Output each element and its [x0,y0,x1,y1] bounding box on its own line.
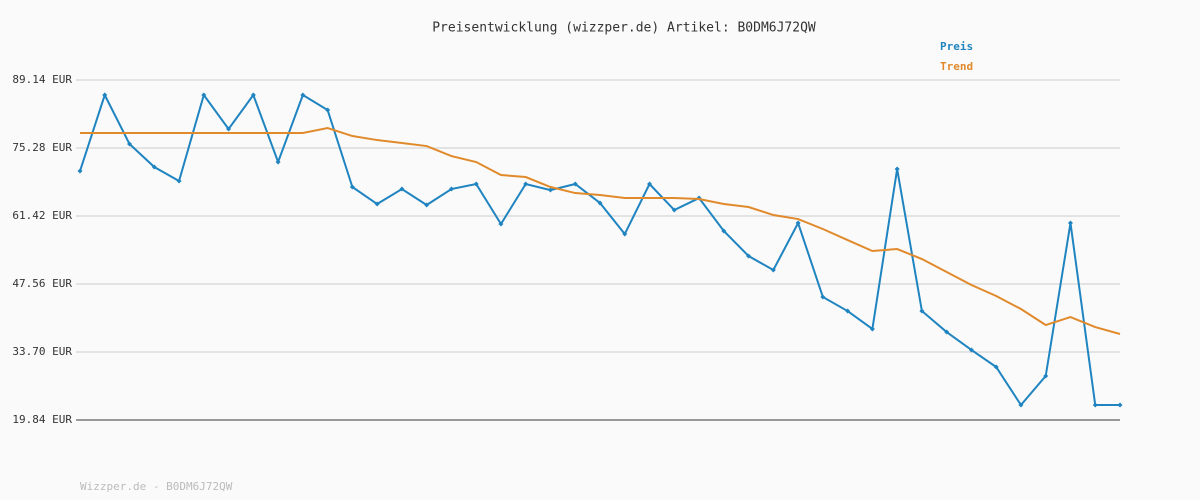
point-marker [968,347,974,353]
point-marker [622,231,628,237]
point-marker [1117,402,1123,408]
point-marker [325,107,331,113]
point-marker [424,202,430,208]
point-marker [1092,402,1098,408]
point-marker [572,181,578,187]
point-marker [770,267,776,273]
point-marker [201,92,207,98]
point-marker [746,253,752,259]
point-marker [77,168,83,174]
point-marker [250,92,256,98]
point-marker [919,308,925,314]
footer: Wizzper.de - B0DM6J72QW [80,480,233,493]
point-marker [1018,402,1024,408]
point-marker [300,92,306,98]
point-marker [944,329,950,335]
point-marker [275,159,281,165]
point-marker [498,221,504,227]
y-tick-label: 33.70 EUR [12,345,72,358]
point-marker [374,201,380,207]
point-marker [523,181,529,187]
point-marker [473,181,479,187]
point-marker [721,228,727,234]
chart-title: Preisentwicklung (wizzper.de) Artikel: B… [432,21,816,36]
point-marker [547,187,553,193]
point-marker [1067,220,1073,226]
point-marker [349,184,355,190]
point-marker [226,126,232,132]
y-tick-label: 89.14 EUR [12,73,72,86]
y-tick-label: 47.56 EUR [12,277,72,290]
point-marker [845,308,851,314]
point-marker [820,294,826,300]
point-marker [151,164,157,170]
point-marker [671,207,677,213]
point-marker [647,181,653,187]
point-marker [102,92,108,98]
y-tick-label: 75.28 EUR [12,141,72,154]
point-marker [894,166,900,172]
point-marker [399,186,405,192]
point-marker [1043,373,1049,379]
y-tick-label: 61.42 EUR [12,209,72,222]
point-marker [869,326,875,332]
y-tick-label: 19.84 EUR [12,413,72,426]
series-line [80,126,1121,335]
point-marker [597,200,603,206]
legend-label: Preis [940,40,973,53]
point-marker [448,186,454,192]
point-marker [993,364,999,370]
point-marker [127,141,133,147]
legend-label: Trend [940,60,973,73]
point-marker [176,178,182,184]
point-marker [795,220,801,226]
